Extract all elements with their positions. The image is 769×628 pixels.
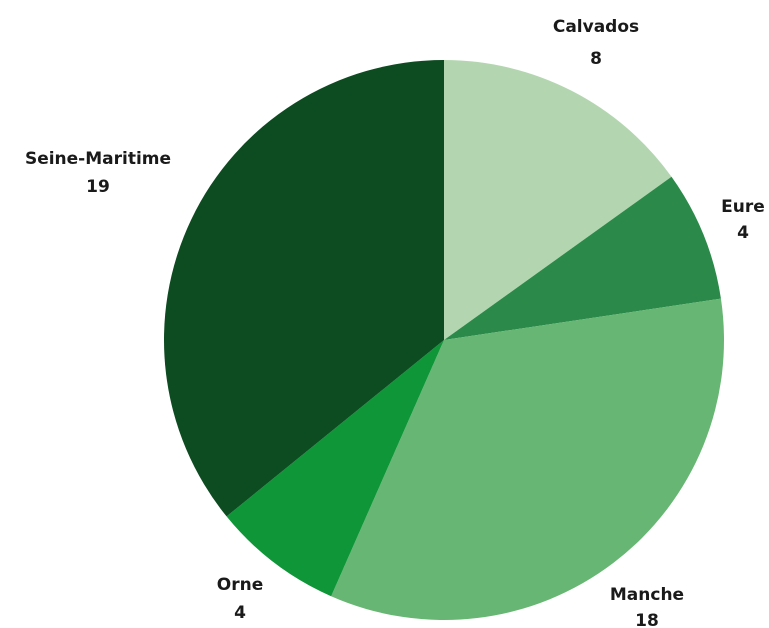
pie-slice-manche [331, 298, 724, 620]
label-orne: Orne 4 [217, 575, 263, 623]
pie-slice-orne [226, 340, 444, 597]
slice-name-seine-maritime: Seine-Maritime [25, 149, 171, 169]
slice-name-eure: Eure [721, 197, 765, 217]
pie-slice-calvados [444, 59, 672, 340]
slice-name-calvados: Calvados [553, 17, 639, 37]
slice-name-orne: Orne [217, 575, 263, 595]
pie-slice-eure [444, 176, 721, 340]
label-eure: Eure 4 [721, 197, 765, 243]
pie-slices [164, 59, 724, 620]
label-manche: Manche 18 [610, 585, 684, 628]
slice-value-eure: 4 [737, 223, 749, 243]
slice-value-seine-maritime: 19 [86, 177, 110, 197]
slice-value-calvados: 8 [590, 49, 602, 69]
slice-value-manche: 18 [635, 611, 659, 628]
label-calvados: Calvados 8 [553, 17, 639, 69]
label-seine-maritime: Seine-Maritime 19 [25, 149, 171, 197]
pie-slice-seine-maritime [164, 60, 445, 517]
slice-name-manche: Manche [610, 585, 684, 605]
slice-value-orne: 4 [234, 603, 246, 623]
